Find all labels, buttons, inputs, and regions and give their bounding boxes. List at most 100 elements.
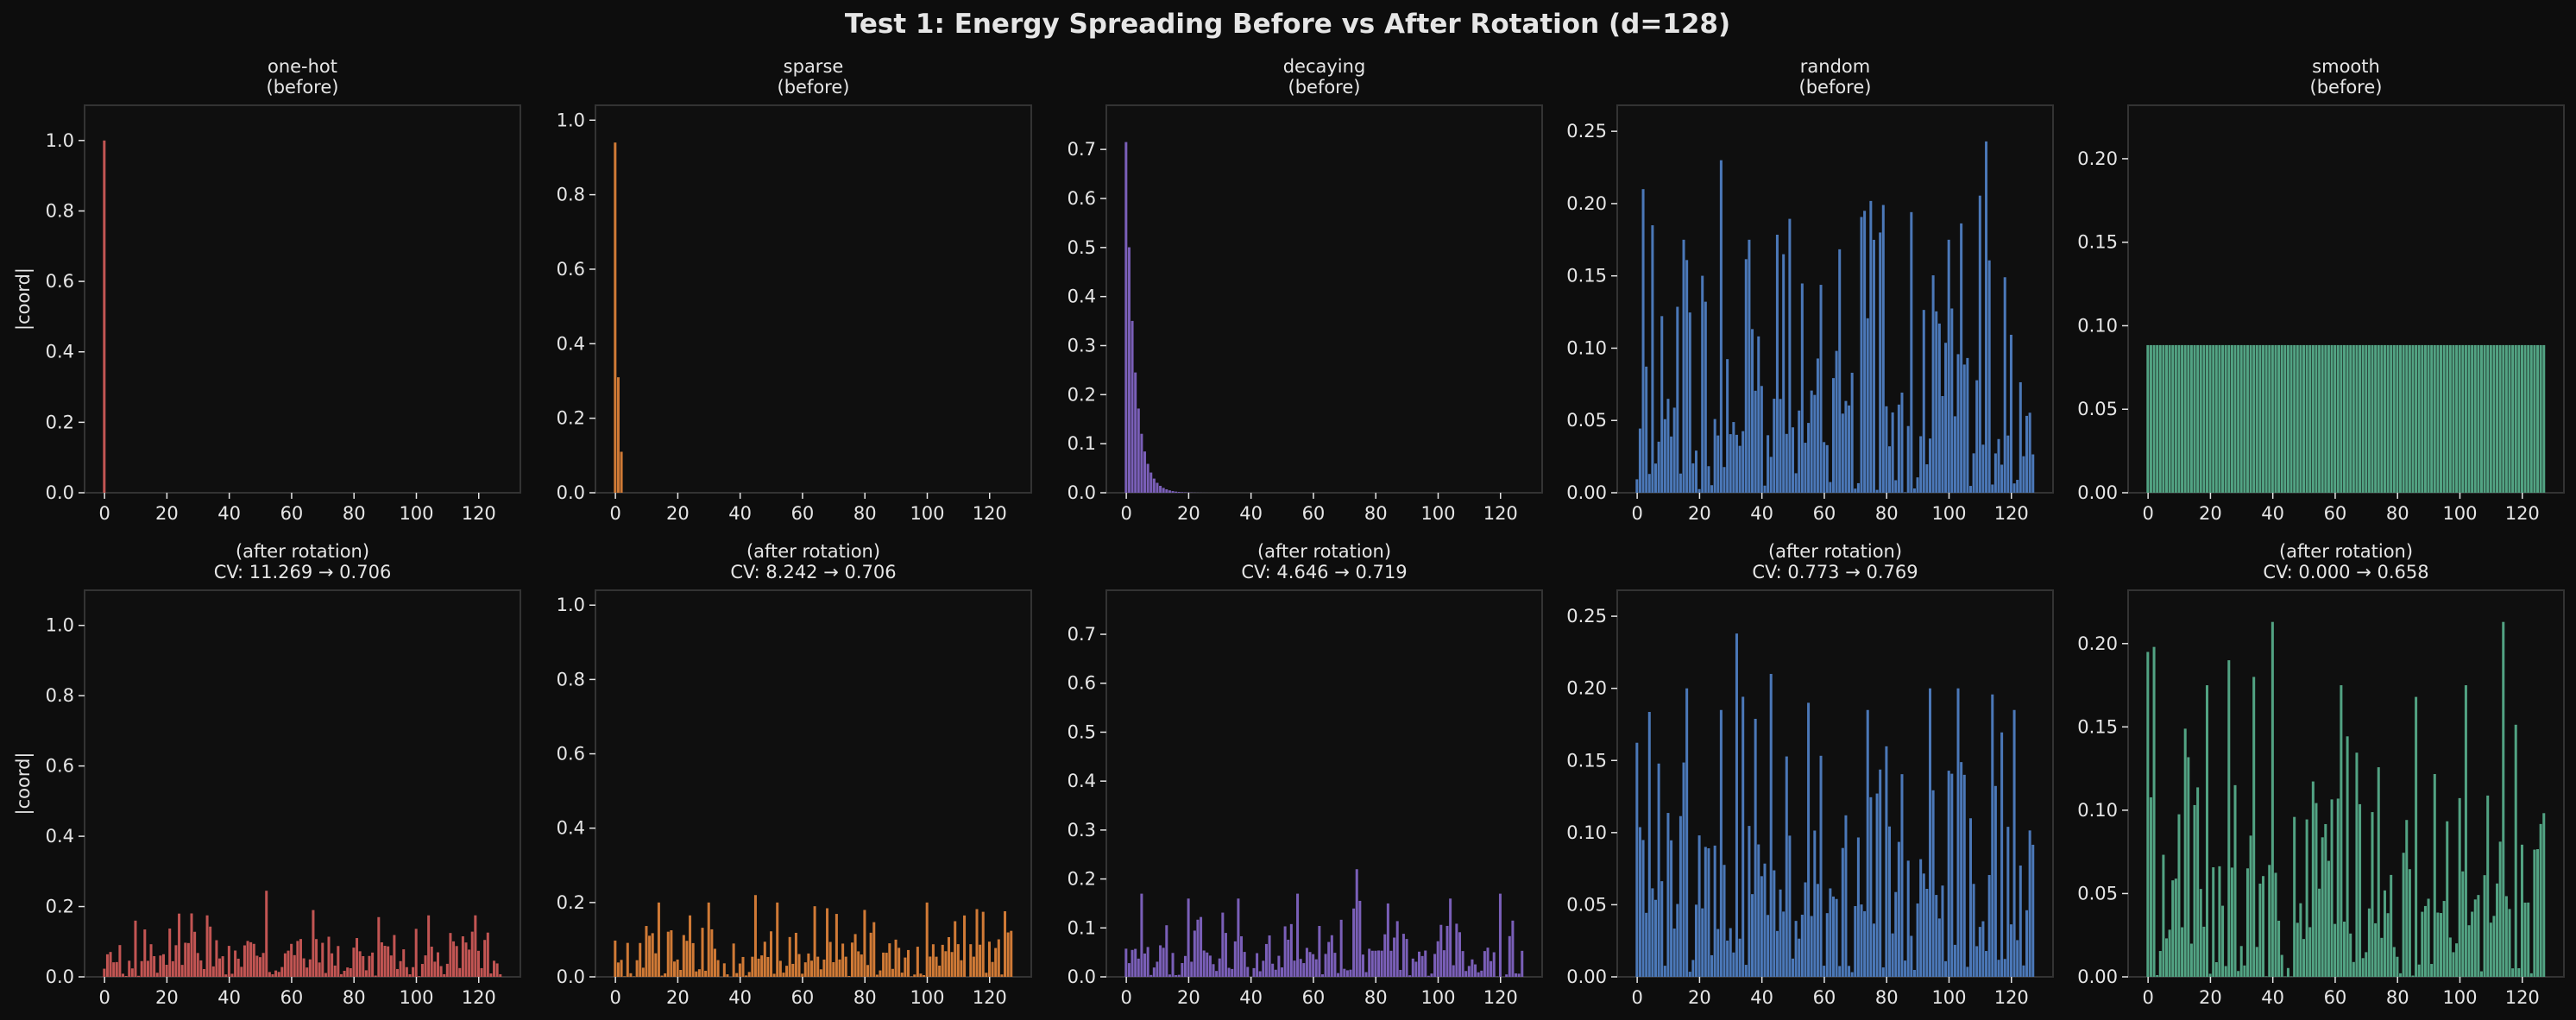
bar: [1748, 826, 1751, 977]
bar: [1863, 211, 1867, 493]
bar: [931, 944, 935, 977]
y-tick-label: 0.1: [1068, 917, 1096, 938]
bar: [2529, 344, 2533, 493]
bar: [1960, 762, 1963, 977]
bar: [1212, 964, 1215, 977]
bar: [1240, 935, 1244, 977]
bar: [1143, 953, 1147, 977]
bar: [1641, 189, 1645, 494]
bar: [1769, 673, 1773, 977]
x-tick-label: 20: [2199, 987, 2222, 1008]
bar: [2504, 344, 2508, 493]
bar: [885, 953, 888, 977]
y-tick-label: 0.2: [46, 412, 74, 432]
x-tick-label: 40: [728, 987, 752, 1008]
bar: [766, 956, 770, 977]
x-tick-label: 0: [98, 987, 110, 1008]
bar: [2162, 854, 2165, 977]
bar: [1925, 888, 1929, 977]
bar: [1779, 889, 1782, 977]
bar: [925, 902, 929, 977]
bar: [2471, 911, 2474, 977]
bar: [324, 973, 327, 977]
bar: [1885, 746, 1888, 977]
bar: [1729, 434, 1732, 493]
bar: [1330, 935, 1333, 977]
bar: [941, 944, 944, 977]
bar: [274, 970, 278, 977]
x-tick-label: 80: [1875, 987, 1899, 1008]
bar: [137, 975, 141, 977]
bar: [2208, 344, 2212, 493]
bar: [380, 941, 383, 977]
bar: [1937, 323, 1941, 493]
bar: [2511, 968, 2515, 977]
bar: [1274, 969, 1277, 977]
bar: [1181, 492, 1184, 493]
bar: [1985, 951, 1988, 977]
bar: [2205, 685, 2208, 977]
bar: [2230, 344, 2233, 493]
x-tick-label: 120: [2505, 503, 2540, 524]
bar: [2286, 967, 2289, 977]
bar: [1987, 874, 1991, 977]
bar: [458, 967, 462, 977]
bar: [2028, 830, 2031, 977]
bar: [2252, 344, 2256, 493]
bar: [639, 942, 642, 977]
bar: [981, 911, 985, 977]
bar: [1345, 970, 1349, 977]
bar: [2283, 344, 2287, 493]
y-tick-label: 0.4: [46, 342, 74, 362]
bar: [124, 975, 128, 977]
bar: [277, 972, 280, 977]
bar: [2340, 685, 2343, 977]
bar: [2324, 344, 2327, 493]
bar: [2392, 344, 2396, 493]
bar: [1682, 762, 1685, 977]
bar: [430, 947, 433, 977]
y-tick-label: 1.0: [557, 595, 585, 615]
bar: [1792, 427, 1795, 493]
bar: [2230, 867, 2233, 977]
bar: [184, 942, 187, 977]
bar: [1922, 873, 1925, 977]
y-tick-label: 0.6: [46, 271, 74, 292]
bar: [2252, 677, 2256, 977]
bar: [685, 941, 689, 977]
bar: [2016, 940, 2019, 977]
bar: [2399, 973, 2403, 977]
x-tick-label: 20: [666, 987, 690, 1008]
bar: [1825, 444, 1829, 493]
bar: [2405, 344, 2409, 493]
bar: [1521, 950, 1524, 977]
bar: [972, 956, 975, 977]
y-tick-label: 0.8: [557, 185, 585, 205]
bar: [1162, 488, 1165, 493]
bar: [2442, 344, 2446, 493]
bar: [1804, 443, 1807, 493]
bar: [1881, 205, 1885, 493]
bar: [1860, 217, 1863, 493]
bar: [657, 902, 660, 977]
bar: [2415, 344, 2418, 493]
bar: [1900, 774, 1904, 977]
bar: [1885, 406, 1888, 493]
bar: [1480, 970, 1483, 977]
subplot-title: sparse: [784, 56, 844, 77]
bar: [1941, 395, 1944, 493]
bar: [813, 906, 816, 977]
bar: [293, 954, 296, 977]
bar: [1312, 954, 1315, 977]
bar: [252, 943, 255, 977]
bar: [1962, 364, 1966, 493]
bar: [1823, 442, 1826, 493]
bar: [452, 941, 456, 977]
bar: [1137, 408, 1140, 493]
bar: [1134, 372, 1137, 493]
bar: [1293, 960, 1296, 977]
y-tick-label: 0.2: [46, 897, 74, 917]
bar: [2289, 344, 2293, 493]
bar: [853, 934, 857, 977]
bar: [2286, 344, 2289, 493]
